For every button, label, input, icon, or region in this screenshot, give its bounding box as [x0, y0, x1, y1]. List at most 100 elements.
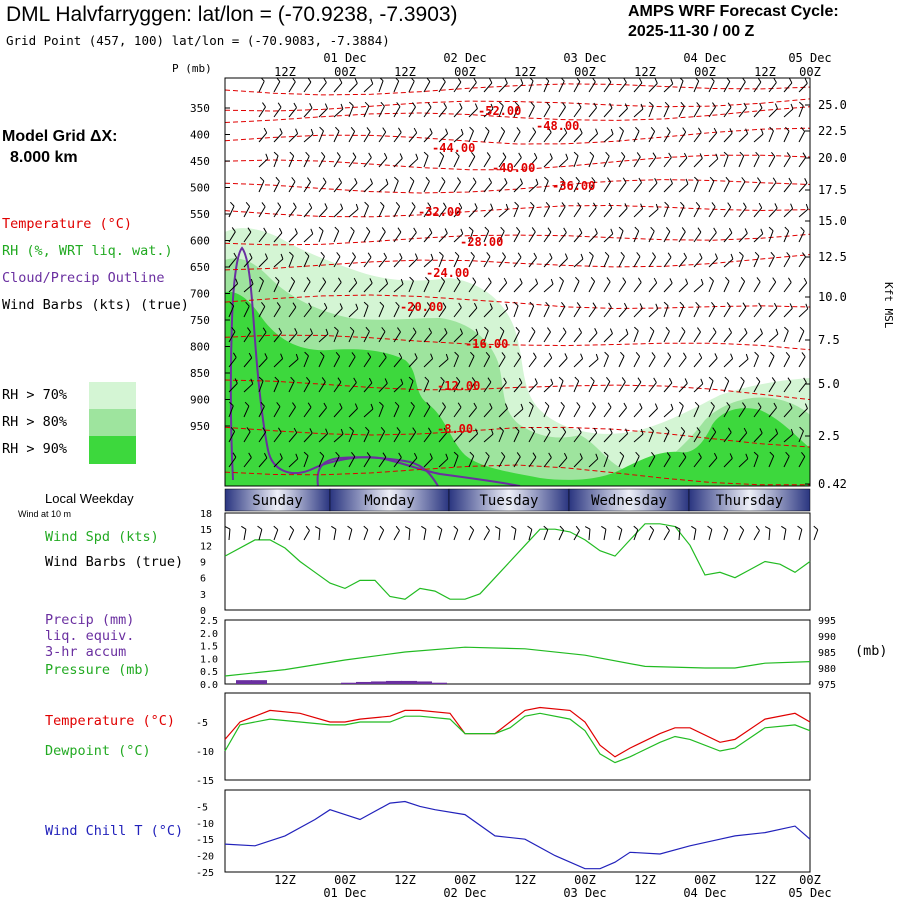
wind-barb-flag: [394, 78, 400, 82]
wind-barb-staff: [423, 232, 433, 243]
wind-barb-flag: [233, 252, 237, 258]
wind-barb-staff: [693, 158, 703, 168]
wind-barb-staff: [318, 307, 328, 318]
wind-barb-staff: [258, 406, 265, 418]
surface-wind-barb-staff: [348, 529, 353, 541]
wind-barb: [468, 402, 477, 418]
wind-barb-flag: [231, 327, 236, 332]
pressure-tick-label: 900: [190, 394, 210, 407]
wind-barb: [273, 376, 280, 393]
wind-barb: [258, 276, 264, 293]
wind-barb-staff: [258, 158, 269, 168]
wind-barb-staff: [573, 280, 580, 293]
wind-barb-staff: [783, 82, 793, 93]
wind-barb: [573, 102, 582, 118]
wind-barb-flag: [787, 377, 792, 383]
height-tick-label: 0.42: [818, 477, 847, 491]
wind-barb-flag: [745, 128, 749, 134]
wind-barb: [363, 127, 371, 143]
wind-barb: [393, 352, 403, 368]
surface-wind-barb: [453, 525, 459, 541]
pressure-tick-label: 950: [190, 420, 210, 433]
wind-barb-flag: [499, 326, 505, 332]
wind-barb-staff: [753, 381, 761, 393]
wind-barb-flag: [291, 177, 296, 182]
wind-barb-flag: [335, 351, 341, 357]
wind-barb-flag: [294, 328, 298, 334]
wind-barb-staff: [333, 130, 340, 143]
wind-barb: [558, 78, 565, 93]
wind-barb: [693, 452, 702, 468]
wind-barb: [318, 302, 328, 318]
surface-wind-barb-flag: [379, 525, 385, 531]
wind-barb-staff: [513, 131, 521, 143]
wind-barb: [258, 176, 265, 193]
wind-barb-flag: [504, 403, 508, 409]
wind-barb: [528, 378, 538, 393]
wind-barb-flag: [698, 452, 702, 458]
precip-bar: [356, 681, 372, 684]
wind-barb-flag: [590, 276, 596, 282]
wind-barb-staff: [588, 81, 596, 93]
wind-barb-staff: [738, 81, 746, 93]
wind-barb-staff: [768, 433, 778, 443]
wind-barb: [588, 228, 598, 243]
surface-wind-barb-staff: [363, 529, 369, 541]
wind-barb: [453, 302, 462, 318]
surface-wind-barb-flag: [813, 525, 819, 531]
wind-barb: [288, 453, 299, 468]
wind-barb: [483, 226, 490, 243]
wind-barb-staff: [363, 305, 369, 318]
wind-barb-flag: [485, 126, 490, 132]
wind-barb-staff: [558, 457, 568, 468]
wind-barb-flag: [354, 403, 358, 409]
wind-barb-staff: [798, 131, 806, 143]
wind-barb: [723, 427, 732, 443]
wind-barb-flag: [258, 376, 264, 382]
wind-barb: [753, 177, 761, 193]
wind-barb-staff: [303, 307, 312, 318]
wind-barb: [723, 128, 733, 143]
wind-barb-flag: [400, 378, 404, 384]
wind-barb: [393, 301, 400, 318]
wind-barb: [618, 226, 624, 243]
wind-barb-flag: [669, 178, 673, 184]
wind-barb-staff: [483, 381, 492, 393]
wind-barb: [573, 453, 583, 468]
wind-barb-staff: [528, 106, 535, 118]
wind-barb-staff: [348, 282, 358, 293]
wind-barb-staff: [243, 283, 254, 293]
wind-barb: [573, 176, 580, 193]
surface-wind-barb: [241, 525, 247, 541]
wind-barb-staff: [588, 458, 599, 468]
wind-barb-flag: [411, 202, 416, 208]
wind-barb: [303, 302, 312, 318]
wind-barb-staff: [783, 330, 789, 343]
wind-barb-flag: [700, 378, 704, 384]
legend-rh: RH (%, WRT liq. wat.): [2, 243, 173, 259]
wind-barb-staff: [543, 158, 553, 168]
temperature-contour: [225, 106, 810, 123]
wind-barb-staff: [288, 181, 296, 193]
temperature-contour-label: -20.00: [400, 300, 443, 314]
wind-barb-staff: [498, 430, 504, 443]
pressure-unit-label: (mb): [855, 643, 888, 659]
wind-barb-staff: [723, 232, 733, 243]
wind-barb-flag: [383, 152, 388, 159]
wind-barb-staff: [378, 331, 386, 343]
bottom-hour-label: 12Z: [754, 873, 776, 887]
wind-barb-staff: [543, 457, 552, 468]
temperature-contour-label: -52.00: [478, 104, 521, 118]
wind-barb-staff: [798, 282, 808, 293]
wind-barb: [303, 328, 313, 343]
top-hour-label: 12Z: [394, 65, 416, 79]
wind-barb-flag: [247, 327, 251, 333]
wind-barb: [558, 153, 569, 168]
wind-barb: [228, 252, 237, 268]
wind-barb: [783, 177, 792, 193]
wind-barb: [543, 127, 552, 143]
wind-barb-staff: [438, 358, 449, 368]
wind-barb-staff: [753, 333, 763, 343]
wind-barb: [738, 276, 746, 293]
